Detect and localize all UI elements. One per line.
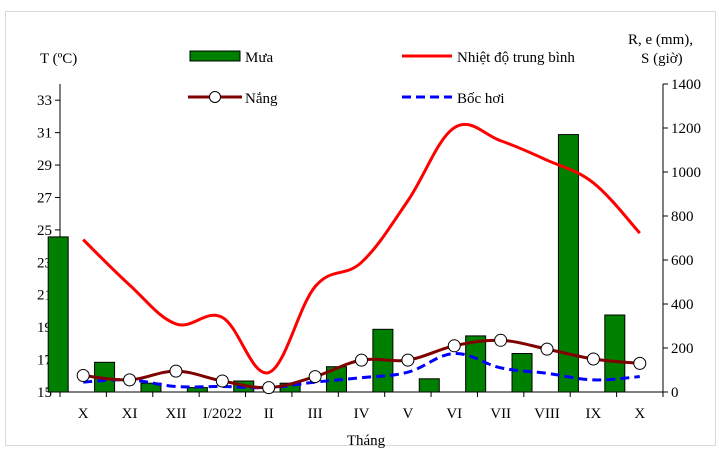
marker-sunshine — [308, 370, 322, 384]
x-tick-label: XII — [166, 406, 187, 422]
marker-sunshine — [633, 356, 647, 370]
marker-sunshine — [586, 352, 600, 366]
x-tick-label: VIII — [534, 406, 560, 422]
bar-rain — [47, 236, 69, 393]
marker-sunshine — [401, 353, 415, 367]
legend: Mưa Nhiệt độ trung bình Nắng Bốc hơi — [188, 50, 575, 107]
y-right-tick-label: 0 — [671, 385, 679, 401]
y-right-tick-label: 1000 — [671, 165, 701, 181]
legend-item-temperature: Nhiệt độ trung bình — [402, 50, 575, 66]
x-tick-label: VI — [446, 406, 462, 422]
x-tick-label: IX — [586, 406, 602, 422]
y-axis-left-label: T (ºC) — [40, 51, 77, 67]
line-temperature — [82, 122, 641, 375]
x-tick-label: II — [264, 406, 274, 422]
marker-sunshine — [262, 381, 276, 395]
marker-sunshine — [494, 333, 508, 347]
y-left-tick-label: 33 — [37, 93, 52, 109]
legend-swatch-rain — [189, 50, 241, 62]
legend-label-temperature: Nhiệt độ trung bình — [457, 50, 575, 66]
marker-sunshine — [123, 373, 137, 387]
bar-rain — [511, 353, 533, 393]
legend-label-sunshine: Nắng — [245, 91, 278, 107]
x-axis-label: Tháng — [347, 433, 386, 449]
y-axis-right-label-line1: R, e (mm), — [628, 32, 693, 48]
bar-rain — [140, 382, 162, 393]
y-right-tick-label: 200 — [671, 341, 694, 357]
x-tick-label: XI — [122, 406, 138, 422]
legend-marker-sunshine — [209, 91, 221, 103]
y-right-tick-label: 400 — [671, 297, 694, 313]
bar-rain — [418, 378, 440, 393]
y-right-tick-label: 800 — [671, 209, 694, 225]
x-tick-label: I/2022 — [203, 406, 242, 422]
x-tick-label: IV — [354, 406, 370, 422]
x-tick-label: III — [308, 406, 323, 422]
marker-sunshine — [447, 339, 461, 353]
marker-sunshine — [355, 353, 368, 367]
legend-item-evaporation: Bốc hơi — [402, 91, 505, 107]
marker-sunshine — [540, 342, 554, 356]
x-tick-label: VII — [490, 406, 511, 422]
y-left-tick-label: 25 — [37, 223, 52, 239]
marker-sunshine — [169, 364, 183, 378]
marker-sunshine — [215, 374, 229, 388]
y-left-tick-label: 27 — [37, 190, 53, 206]
y-axis-right-label-line2: S (giờ) — [641, 51, 683, 67]
x-tick-label: X — [78, 406, 89, 422]
y-left-tick-label: 29 — [37, 158, 52, 174]
legend-label-rain: Mưa — [245, 50, 273, 66]
x-tick-label: X — [634, 406, 645, 422]
legend-item-sunshine: Nắng — [188, 91, 278, 107]
bar-rain — [604, 314, 626, 393]
y-right-tick-label: 600 — [671, 253, 694, 269]
y-right-tick-label: 1200 — [671, 121, 701, 137]
marker-sunshine — [76, 369, 90, 382]
y-right-tick-label: 1400 — [671, 77, 701, 93]
x-tick-label: V — [402, 406, 413, 422]
plot-area: 1517192123252729313302004006008001000120… — [37, 77, 701, 422]
chart-border — [5, 11, 716, 446]
legend-label-evaporation: Bốc hơi — [457, 91, 505, 107]
legend-item-rain: Mưa — [189, 50, 273, 66]
y-left-tick-label: 31 — [37, 126, 52, 142]
bar-rain — [557, 134, 579, 393]
